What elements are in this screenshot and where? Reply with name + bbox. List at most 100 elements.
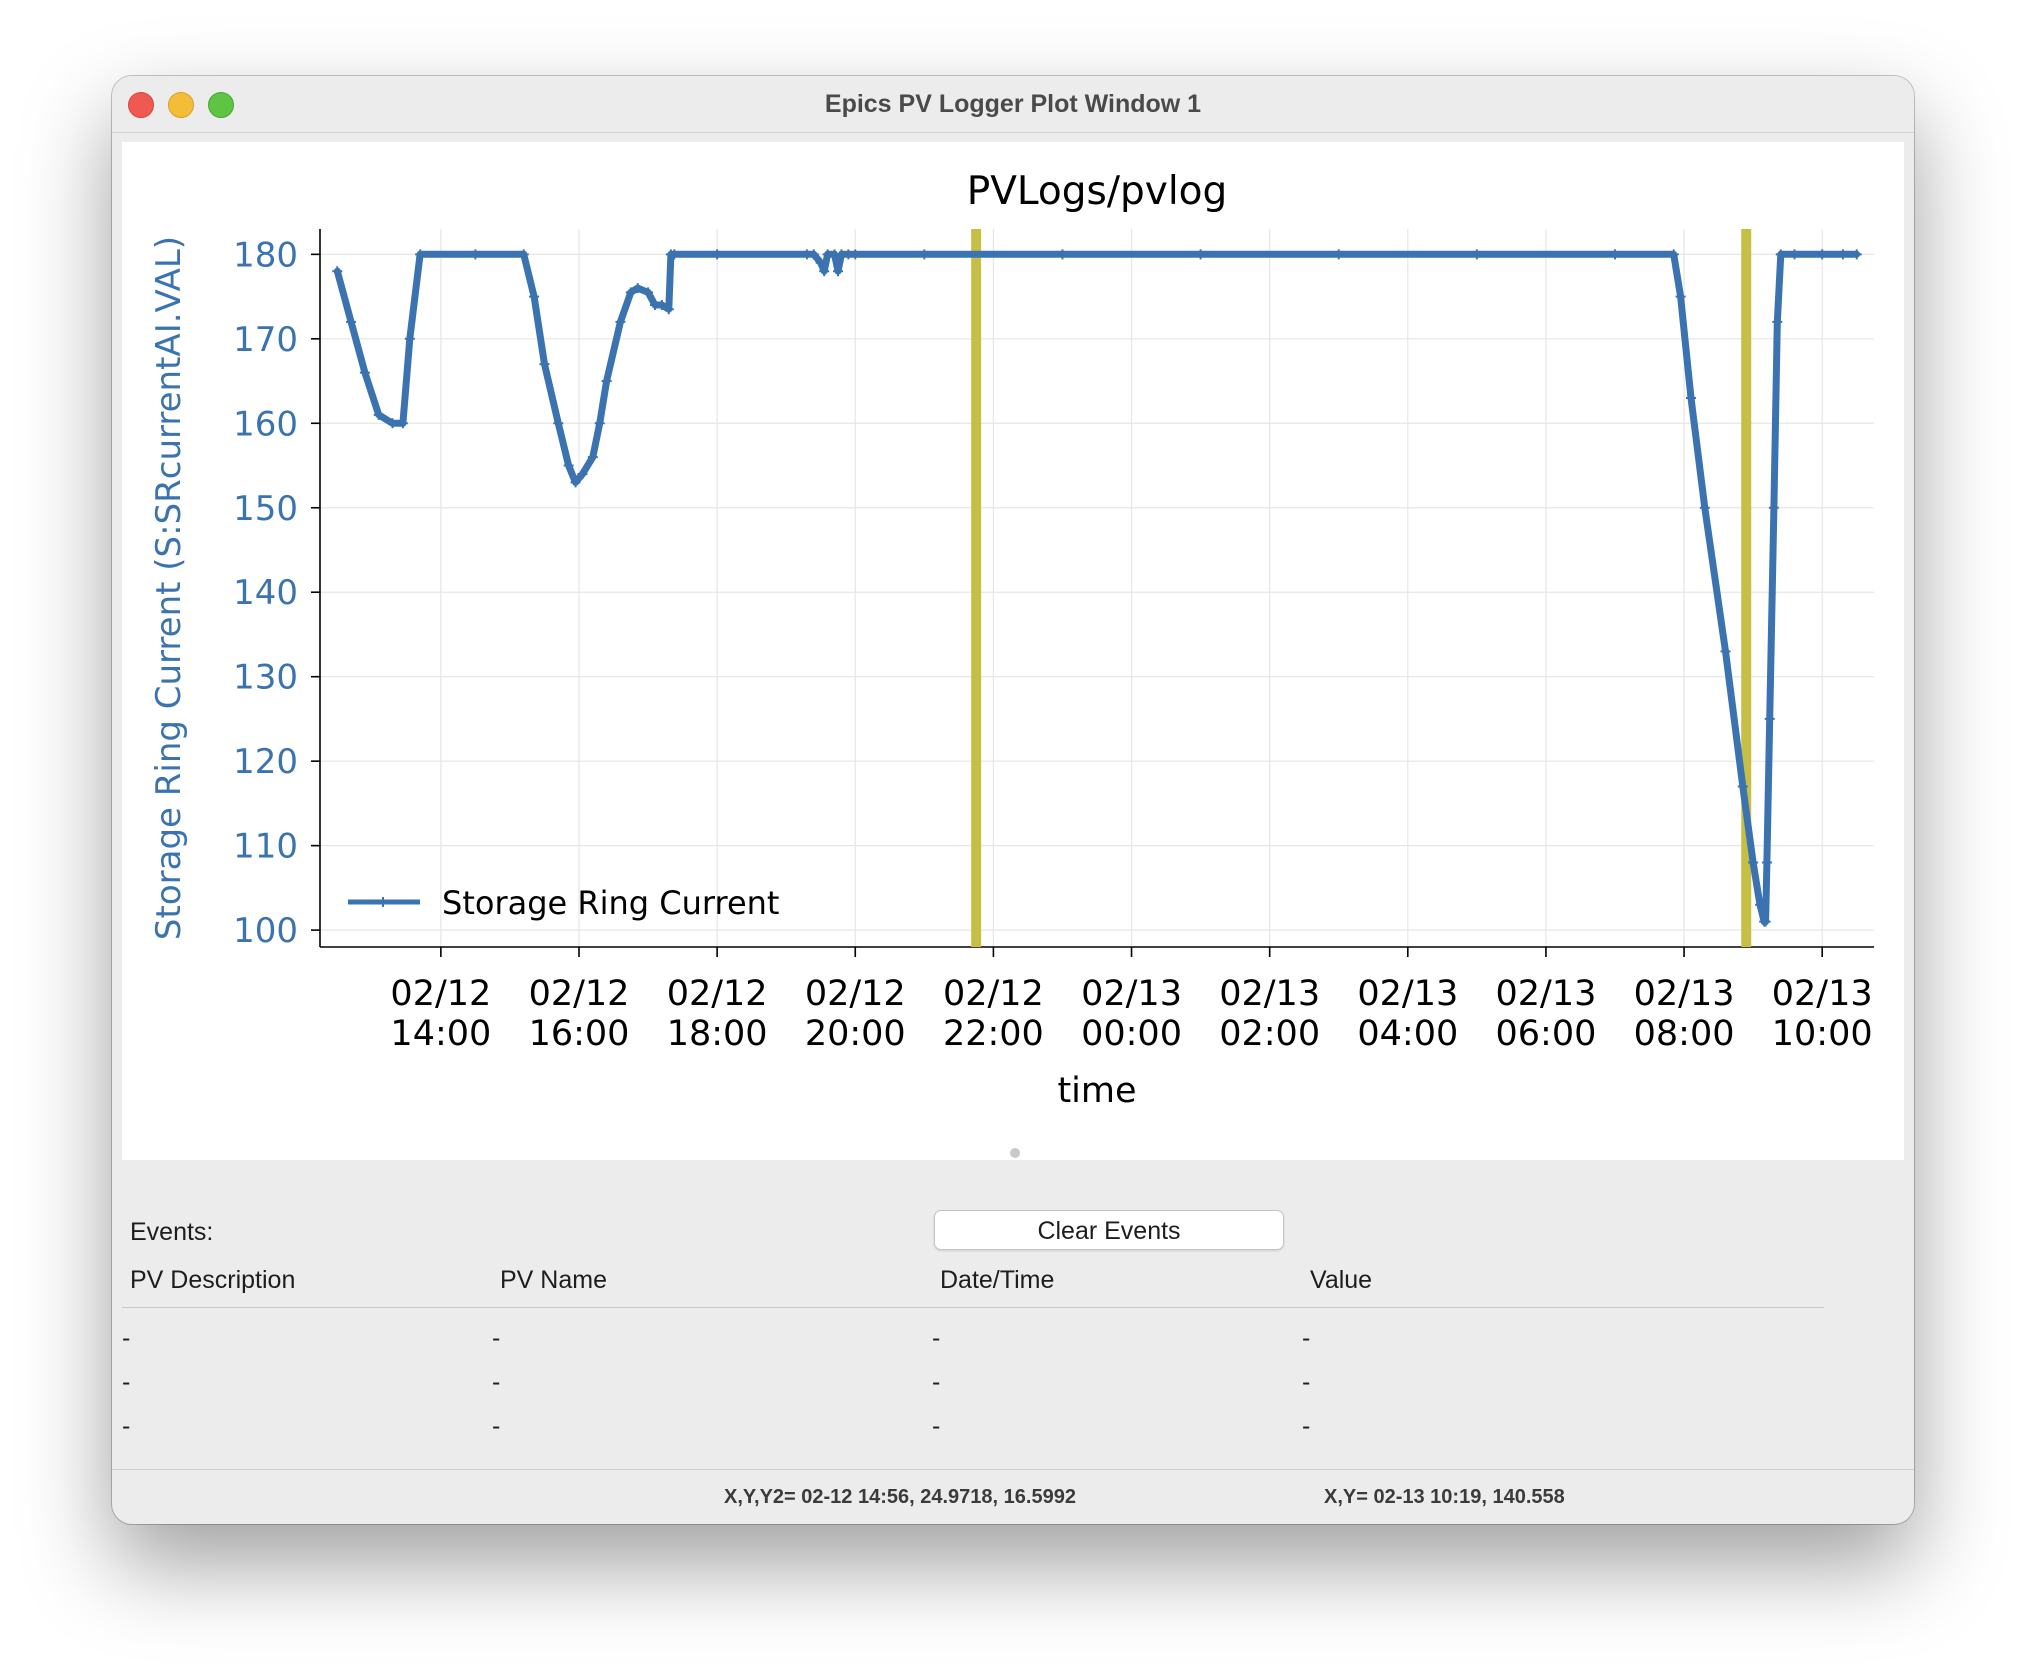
data-point xyxy=(373,409,384,420)
x-tick-label-date: 02/13 xyxy=(1357,974,1458,1014)
events-label: Events: xyxy=(130,1218,214,1246)
y-tick-label: 100 xyxy=(233,911,298,951)
y-tick-label: 120 xyxy=(233,742,298,782)
data-point xyxy=(1720,646,1731,657)
data-point xyxy=(1837,249,1848,260)
data-point xyxy=(1789,249,1800,260)
x-axis-label: time xyxy=(1057,1071,1136,1111)
data-point xyxy=(1748,857,1759,868)
x-tick-label-time: 22:00 xyxy=(943,1014,1044,1054)
data-point xyxy=(1668,249,1679,260)
data-point xyxy=(1755,899,1766,910)
data-point xyxy=(332,266,343,277)
data-point xyxy=(1699,502,1710,513)
table-header-divider xyxy=(122,1307,1824,1308)
data-point xyxy=(1764,713,1775,724)
status-cursor-xy: X,Y= 02-13 10:19, 140.558 xyxy=(1324,1486,1565,1508)
x-tick-label-time: 02:00 xyxy=(1219,1014,1320,1054)
event-cell: - xyxy=(1302,1368,1311,1396)
plot-canvas[interactable]: 100 110 120 130 140 150 160 170 180 02/12 14:00 02/… xyxy=(122,142,1904,1160)
x-tick-label-time: 10:00 xyxy=(1772,1014,1873,1054)
event-cell: - xyxy=(932,1368,941,1396)
data-point xyxy=(1471,249,1482,260)
data-point xyxy=(1685,392,1696,403)
line-chart[interactable]: 10011012013014015016017018002/1214:0002/… xyxy=(122,142,1904,1160)
data-point xyxy=(712,249,723,260)
x-tick-label-time: 16:00 xyxy=(529,1014,630,1054)
data-point xyxy=(1761,857,1772,868)
data-point xyxy=(529,291,540,302)
x-tick-label-time: 20:00 xyxy=(805,1014,906,1054)
x-tick-label-time: 06:00 xyxy=(1495,1014,1596,1054)
data-point xyxy=(570,477,581,488)
x-tick-label-date: 02/12 xyxy=(805,974,906,1014)
event-cell: - xyxy=(1302,1412,1311,1440)
data-point xyxy=(1675,291,1686,302)
event-cell: - xyxy=(122,1412,131,1440)
y-axis-label: Storage Ring Current (S:SRcurrentAI.VAL) xyxy=(149,236,189,940)
data-point xyxy=(615,316,626,327)
data-point xyxy=(643,287,654,298)
data-point xyxy=(656,300,667,311)
x-tick-label-date: 02/13 xyxy=(1081,974,1182,1014)
chart-title: PVLogs/pvlog xyxy=(967,169,1228,214)
event-cell: - xyxy=(932,1324,941,1352)
data-point xyxy=(346,316,357,327)
column-header-value: Value xyxy=(1310,1266,1373,1294)
x-tick-label-time: 14:00 xyxy=(390,1014,491,1054)
title-bar[interactable]: Epics PV Logger Plot Window 1 xyxy=(112,76,1914,133)
data-point xyxy=(587,452,598,463)
data-point xyxy=(415,249,426,260)
minimize-window-button[interactable] xyxy=(168,92,194,118)
data-point xyxy=(815,257,826,268)
data-point xyxy=(1851,249,1862,260)
y-tick-label: 110 xyxy=(233,827,298,867)
data-point xyxy=(539,359,550,370)
x-tick-label-time: 00:00 xyxy=(1081,1014,1182,1054)
x-tick-label-time: 08:00 xyxy=(1634,1014,1735,1054)
data-point xyxy=(1333,249,1344,260)
y-tick-label: 140 xyxy=(233,573,298,613)
legend-label: Storage Ring Current xyxy=(442,884,779,922)
x-tick-label-date: 02/12 xyxy=(529,974,630,1014)
data-point xyxy=(1610,249,1620,260)
x-tick-label-date: 02/13 xyxy=(1634,974,1735,1014)
x-tick-label-date: 02/13 xyxy=(1772,974,1873,1014)
event-cell: - xyxy=(122,1324,131,1352)
event-cell: - xyxy=(492,1324,501,1352)
column-header-pv-description: PV Description xyxy=(130,1266,296,1294)
data-point xyxy=(1768,502,1779,513)
status-cursor-xy-y2: X,Y,Y2= 02-12 14:56, 24.9718, 16.5992 xyxy=(724,1486,1076,1508)
series-line xyxy=(333,250,1861,926)
event-cell: - xyxy=(492,1412,501,1440)
data-point xyxy=(387,418,398,429)
plot-window: Epics PV Logger Plot Window 1 100 110 120 1… xyxy=(112,76,1914,1524)
x-tick-label-date: 02/12 xyxy=(667,974,768,1014)
x-tick-label-time: 18:00 xyxy=(667,1014,768,1054)
column-header-pv-name: PV Name xyxy=(500,1266,607,1294)
x-tick-label-time: 04:00 xyxy=(1357,1014,1458,1054)
data-point xyxy=(1737,781,1748,792)
zoom-window-button[interactable] xyxy=(208,92,234,118)
event-cell: - xyxy=(1302,1324,1311,1352)
data-point xyxy=(919,249,930,260)
y-tick-label: 130 xyxy=(233,658,298,698)
close-window-button[interactable] xyxy=(128,92,154,118)
data-point xyxy=(1772,316,1783,327)
data-point xyxy=(1760,916,1771,927)
data-point xyxy=(850,249,861,260)
data-point xyxy=(404,333,415,344)
x-tick-label-date: 02/13 xyxy=(1495,974,1596,1014)
splitter-handle[interactable] xyxy=(1010,1148,1020,1158)
data-point xyxy=(1195,249,1206,260)
event-cell: - xyxy=(932,1412,941,1440)
data-point xyxy=(397,418,408,429)
y-tick-label: 160 xyxy=(233,404,298,444)
status-bar xyxy=(112,1469,1914,1524)
data-point xyxy=(632,283,643,294)
legend-swatch-marker xyxy=(378,897,388,907)
window-title: Epics PV Logger Plot Window 1 xyxy=(824,90,1202,118)
clear-events-button[interactable]: Clear Events xyxy=(934,1210,1284,1250)
data-point xyxy=(833,266,843,277)
event-cell: - xyxy=(492,1368,501,1396)
